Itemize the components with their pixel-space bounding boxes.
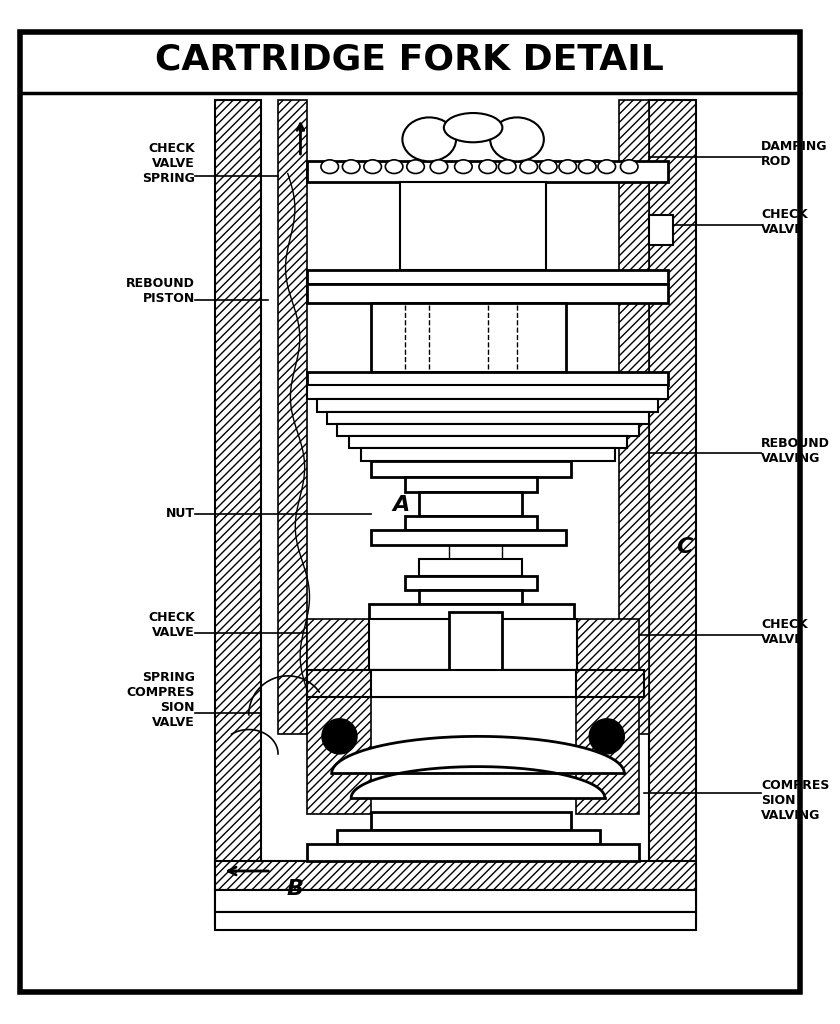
Bar: [575, 620, 639, 670]
Bar: [214, 100, 261, 925]
Bar: [307, 620, 370, 670]
Text: CHECK
VALVE
SPRING: CHECK VALVE SPRING: [142, 142, 195, 185]
Text: C: C: [676, 537, 692, 557]
Bar: [337, 424, 639, 436]
Ellipse shape: [621, 160, 638, 173]
Text: DAMPING
ROD: DAMPING ROD: [761, 140, 827, 168]
Bar: [370, 529, 566, 545]
Bar: [405, 577, 537, 590]
Bar: [327, 412, 648, 424]
Bar: [648, 215, 673, 245]
Ellipse shape: [479, 160, 496, 173]
Bar: [307, 844, 639, 861]
Text: SPRING
COMPRES
SION
VALVE: SPRING COMPRES SION VALVE: [127, 672, 195, 729]
Ellipse shape: [598, 160, 616, 173]
Bar: [419, 559, 522, 577]
Bar: [278, 100, 307, 734]
Bar: [370, 670, 575, 697]
Bar: [307, 697, 370, 814]
Bar: [317, 398, 659, 412]
Bar: [497, 620, 577, 670]
Bar: [307, 385, 669, 398]
Bar: [361, 447, 615, 461]
Ellipse shape: [402, 118, 456, 162]
Text: B: B: [286, 879, 303, 899]
Bar: [619, 100, 648, 734]
Bar: [307, 284, 669, 303]
Bar: [214, 861, 696, 891]
Bar: [214, 912, 696, 930]
Ellipse shape: [579, 160, 596, 173]
Ellipse shape: [364, 160, 381, 173]
Bar: [575, 697, 639, 814]
Ellipse shape: [321, 160, 339, 173]
Bar: [405, 516, 537, 529]
Bar: [307, 372, 669, 385]
Text: CHECK
VALVE: CHECK VALVE: [149, 611, 195, 639]
Ellipse shape: [491, 118, 543, 162]
Ellipse shape: [430, 160, 448, 173]
Text: NUT: NUT: [166, 508, 195, 520]
Bar: [349, 436, 627, 447]
Ellipse shape: [589, 719, 624, 754]
Text: CHECK
VALVE: CHECK VALVE: [761, 208, 807, 237]
Bar: [449, 611, 502, 670]
Text: CARTRIDGE FORK DETAIL: CARTRIDGE FORK DETAIL: [155, 42, 664, 77]
Ellipse shape: [407, 160, 424, 173]
Bar: [648, 100, 696, 925]
Text: REBOUND
PISTON: REBOUND PISTON: [126, 276, 195, 304]
Bar: [400, 182, 546, 270]
Bar: [405, 477, 537, 492]
Bar: [419, 590, 522, 604]
Text: REBOUND
VALVING: REBOUND VALVING: [761, 436, 830, 465]
Bar: [214, 891, 696, 912]
Ellipse shape: [322, 719, 357, 754]
Ellipse shape: [498, 160, 516, 173]
Ellipse shape: [386, 160, 403, 173]
Bar: [337, 830, 600, 844]
Ellipse shape: [444, 113, 502, 142]
Bar: [370, 303, 566, 372]
Ellipse shape: [559, 160, 576, 173]
Bar: [419, 492, 522, 516]
Bar: [370, 812, 570, 830]
Text: COMPRES
SION
VALVING: COMPRES SION VALVING: [761, 779, 829, 822]
Ellipse shape: [454, 160, 472, 173]
Bar: [369, 620, 452, 670]
Bar: [449, 385, 502, 668]
Bar: [369, 604, 574, 624]
Ellipse shape: [539, 160, 557, 173]
Bar: [307, 161, 669, 182]
Ellipse shape: [520, 160, 538, 173]
Bar: [307, 670, 643, 697]
Bar: [370, 461, 570, 477]
Text: CHECK
VALVE: CHECK VALVE: [761, 618, 807, 646]
Bar: [307, 270, 669, 284]
Ellipse shape: [343, 160, 360, 173]
Text: A: A: [393, 495, 410, 515]
